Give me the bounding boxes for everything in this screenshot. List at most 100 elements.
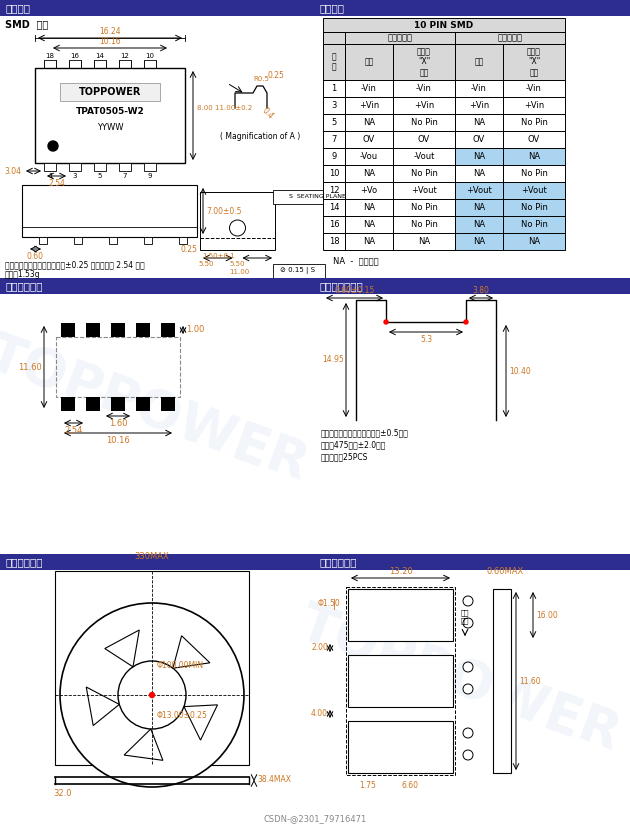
Text: OV: OV [418,135,430,144]
Bar [455,114,503,131]
Text: 1: 1 [331,84,336,93]
Bar [323,182,345,199]
Bar [111,323,125,337]
Bar [455,216,503,233]
Bar [393,216,455,233]
Text: NA: NA [473,203,485,212]
Bar [136,323,150,337]
Text: CSDN-@2301_79716471: CSDN-@2301_79716471 [263,814,367,823]
Text: 10.40: 10.40 [509,367,530,375]
Text: 5.50: 5.50 [230,261,245,267]
Text: 11.60: 11.60 [519,676,541,686]
Text: -Vou: -Vou [360,152,378,161]
Bar [69,163,81,171]
Bar [393,233,455,250]
Text: 安装位置尺寸: 安装位置尺寸 [5,281,42,291]
Bar [161,323,175,337]
Bar [323,165,345,182]
Text: 3.04: 3.04 [4,166,21,176]
Text: -Vin: -Vin [471,84,487,93]
Text: 16.24: 16.24 [99,27,121,36]
Text: NA: NA [473,152,485,161]
Text: 11.60: 11.60 [18,363,42,372]
Text: 包装管外形尺寸: 包装管外形尺寸 [320,281,364,291]
Text: 引脚定义: 引脚定义 [320,3,345,13]
Text: +Vin: +Vin [359,101,379,110]
Text: 1: 1 [48,173,52,179]
Text: R0.5: R0.5 [253,76,269,82]
Circle shape [463,596,473,606]
Text: 14: 14 [329,203,339,212]
Bar [144,163,156,171]
Text: 引
脚: 引 脚 [331,52,336,72]
Text: 16: 16 [71,53,79,59]
Circle shape [463,684,473,694]
Text: TOPPOWER: TOPPOWER [292,598,627,762]
Text: Φ13.00±0.25: Φ13.00±0.25 [157,711,208,720]
Bar [393,148,455,165]
Text: TPAT0505-W2: TPAT0505-W2 [76,106,144,116]
Circle shape [463,750,473,760]
Bar [61,397,75,411]
Text: NA: NA [363,237,375,246]
Bar [393,199,455,216]
Bar [94,163,106,171]
Bar [323,233,345,250]
Bar [61,323,75,337]
Bar [393,97,455,114]
Bar [44,60,56,68]
Bar [144,60,156,68]
Text: 14.95: 14.95 [323,355,344,364]
Text: 4.00: 4.00 [311,710,328,719]
Bar [323,148,345,165]
Text: 38.4MAX: 38.4MAX [257,775,291,785]
Text: 9: 9 [148,173,152,179]
Bar [455,32,565,44]
Text: 10: 10 [146,53,154,59]
Text: 10.16: 10.16 [106,436,130,445]
Text: NA  -  无用端子: NA - 无用端子 [333,256,379,265]
Bar [323,114,345,131]
Text: No Pin: No Pin [520,118,547,127]
Text: 9: 9 [331,152,336,161]
Bar [69,60,81,68]
Bar [315,278,630,294]
Polygon shape [105,630,139,666]
Text: No Pin: No Pin [411,118,437,127]
Bar [94,60,106,68]
Circle shape [463,662,473,672]
Text: 7: 7 [123,173,127,179]
Text: +Vout: +Vout [466,186,492,195]
Text: 单输出产品: 单输出产品 [498,33,522,42]
Text: 0.4: 0.4 [260,106,275,121]
Circle shape [60,603,244,787]
Text: ⊘ 0.15 | S: ⊘ 0.15 | S [280,268,316,275]
Text: 后级带
"X"
功能: 后级带 "X" 功能 [417,47,431,77]
Text: 5: 5 [331,118,336,127]
Text: +Vin: +Vin [414,101,434,110]
Bar [455,182,503,199]
Text: NA: NA [473,118,485,127]
Text: -Vout: -Vout [413,152,435,161]
Text: 8.00 11.00±0.2: 8.00 11.00±0.2 [197,105,252,111]
Bar [0,278,315,294]
Bar [455,233,503,250]
Bar [345,182,393,199]
Bar [345,165,393,182]
Bar [503,199,565,216]
Bar [503,165,565,182]
Text: NA: NA [473,220,485,229]
Bar [348,721,453,773]
Bar [393,131,455,148]
Text: +Vout: +Vout [521,186,547,195]
Bar [86,397,100,411]
Text: 功能: 功能 [364,57,374,67]
Bar [0,0,315,16]
Bar [393,182,455,199]
Text: 0.25: 0.25 [181,245,197,254]
Text: 32.0: 32.0 [53,789,71,798]
Bar [455,131,503,148]
Bar [455,44,503,80]
Text: 3.80: 3.80 [472,286,490,295]
Text: OV: OV [473,135,485,144]
